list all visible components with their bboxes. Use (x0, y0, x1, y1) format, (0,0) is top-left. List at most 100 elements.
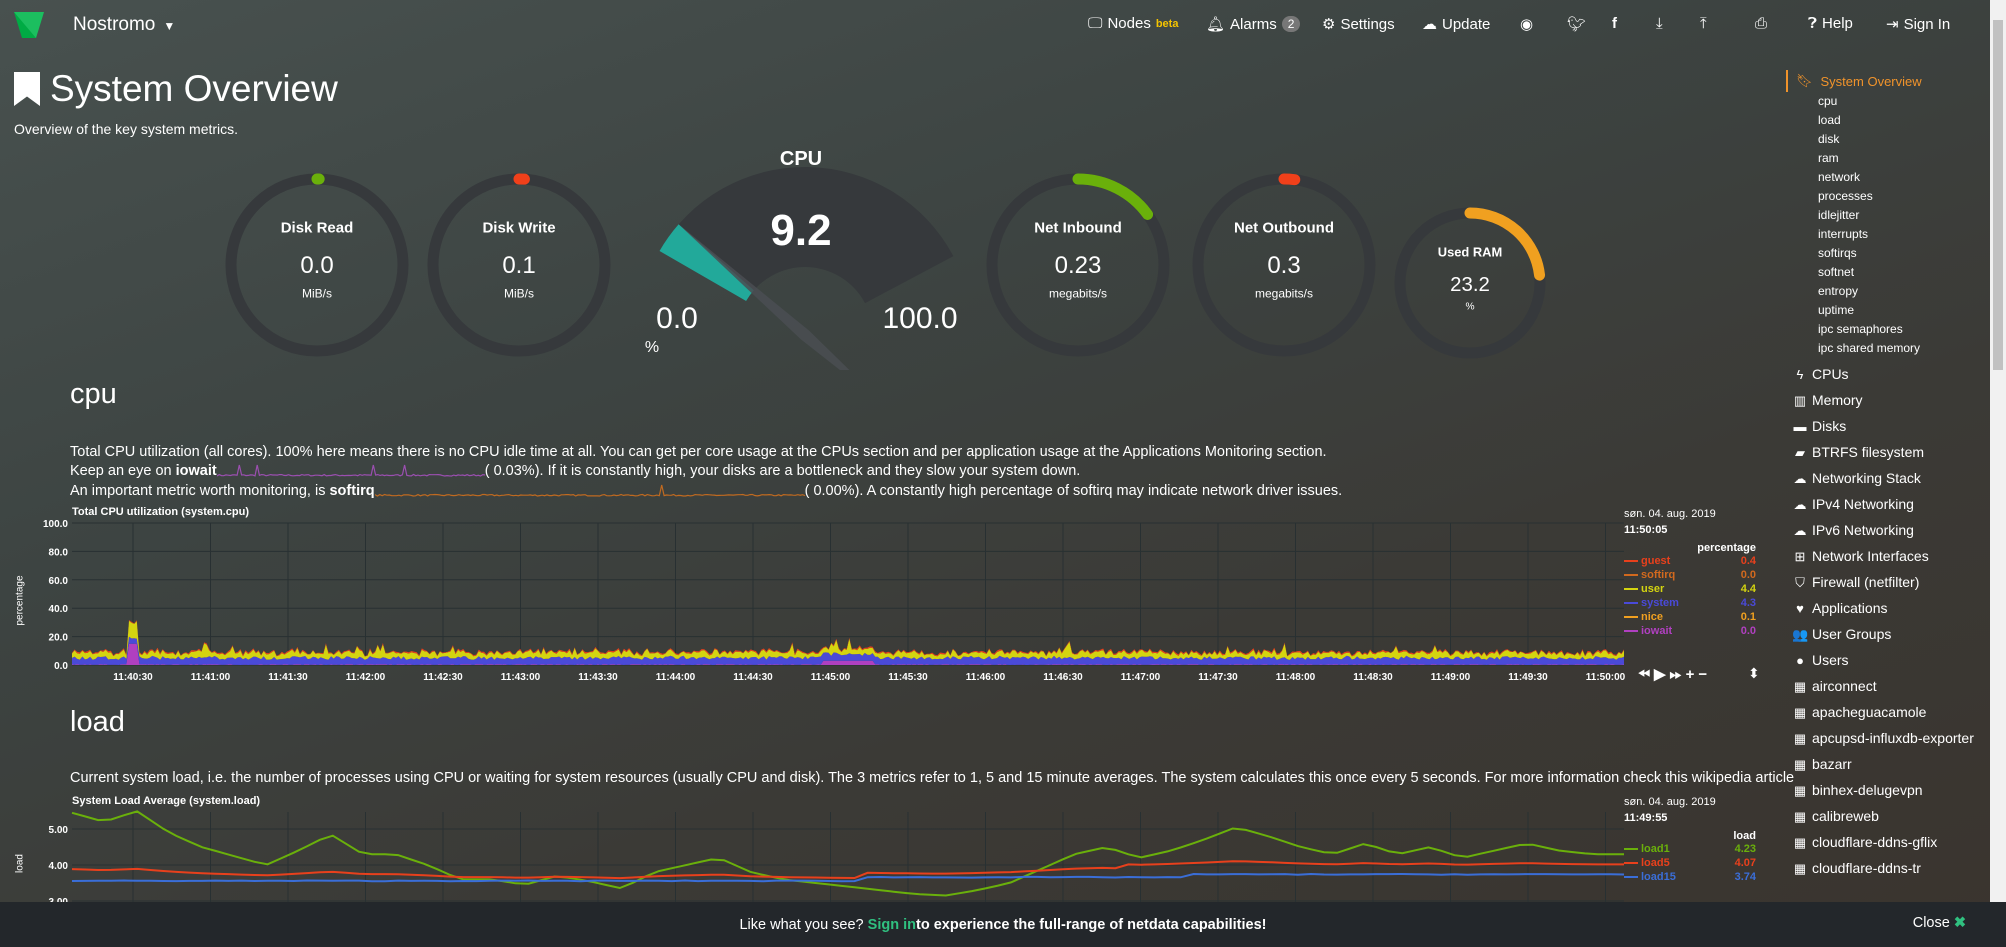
legend-item-iowait[interactable]: iowait 0.0 (1624, 624, 1756, 638)
sidebar-subitem-idlejitter[interactable]: idlejitter (1818, 208, 1860, 222)
sidebar-item-firewall-netfilter-[interactable]: ⛉ Firewall (netfilter) (1788, 570, 1976, 596)
sidebar-item-user-groups[interactable]: 👥 User Groups (1788, 622, 1976, 648)
update-button[interactable]: ☁ Update (1422, 15, 1490, 34)
alarms-button[interactable]: 🔔︎ Alarms 2 (1206, 15, 1301, 33)
load-chart[interactable]: 5.00 4.00 3.00 (0, 805, 1640, 902)
cpu-description: Total CPU utilization (all cores). 100% … (70, 444, 1327, 460)
sidebar-subitem-ram[interactable]: ram (1818, 151, 1839, 165)
scrollbar-thumb[interactable] (1993, 20, 2003, 370)
github-icon[interactable]: ◉ (1520, 16, 1534, 33)
y-tick-label: 40.0 (49, 604, 69, 615)
sidebar-item-binhex-delugevpn[interactable]: ▦ binhex-delugevpn (1788, 778, 1976, 804)
sidebar-item-cloudflare-ddns-gflix[interactable]: ▦ cloudflare-ddns-gflix (1788, 830, 1976, 856)
sidebar-item-system-overview[interactable]: 🔖︎ System Overview (1786, 70, 1976, 92)
sidebar-subitem-uptime[interactable]: uptime (1818, 303, 1855, 317)
area-series-system (72, 636, 1624, 665)
fast-forward-icon[interactable]: ⏩︎ (1669, 666, 1686, 683)
top-navbar: Nostromo ▼ 🖵 Nodes beta 🔔︎ Alarms 2 ⚙ Settings… (0, 0, 1990, 50)
sidebar-item-label: airconnect (1812, 678, 1877, 694)
sidebar-subitem-processes[interactable]: processes (1818, 189, 1873, 203)
sidebar-subitem-cpu[interactable]: cpu (1818, 94, 1838, 108)
sidebar-subitem-network[interactable]: network (1818, 170, 1861, 184)
node-selector[interactable]: Nostromo ▼ (73, 14, 175, 36)
zoom-in-icon[interactable]: + (1685, 666, 1699, 683)
sidebar-subitem-ipc-semaphores[interactable]: ipc semaphores (1818, 322, 1903, 336)
sitemap-icon: ⊞ (1794, 549, 1806, 564)
netdata-logo-icon[interactable] (14, 12, 44, 38)
sidebar-item-cloudflare-ddns-tr[interactable]: ▦ cloudflare-ddns-tr (1788, 856, 1976, 882)
banner-post: to experience the full-range of netdata … (916, 916, 1267, 933)
legend-series-name: user (1641, 583, 1665, 595)
settings-button[interactable]: ⚙ Settings (1322, 15, 1395, 34)
sidebar-subitem-entropy[interactable]: entropy (1818, 284, 1859, 298)
sidebar-item-ipv4-networking[interactable]: ☁ IPv4 Networking (1788, 492, 1976, 518)
sidebar-item-applications[interactable]: ♥ Applications (1788, 596, 1976, 622)
sidebar-item-cpus[interactable]: ϟ CPUs (1788, 362, 1976, 388)
sidebar-item-bazarr[interactable]: ▦ bazarr (1788, 752, 1976, 778)
legend-item-load1[interactable]: load1 4.23 (1624, 842, 1756, 856)
resize-handle-icon[interactable]: ⬍ (1748, 665, 1760, 681)
close-label: Close (1912, 915, 1950, 931)
x-tick-label: 11:41:30 (268, 672, 308, 683)
sidebar-item-disks[interactable]: ▬ Disks (1788, 414, 1976, 440)
banner-signin-link[interactable]: Sign in (867, 916, 916, 933)
sidebar-subitem-softnet[interactable]: softnet (1818, 265, 1855, 279)
sidebar-item-networking-stack[interactable]: ☁ Networking Stack (1788, 466, 1976, 492)
facebook-icon[interactable]: f (1612, 15, 1617, 32)
help-button[interactable]: ❓︎ Help (1808, 15, 1853, 32)
page-scrollbar[interactable] (1990, 0, 2006, 902)
upload-icon[interactable]: ⤒ (1700, 15, 1707, 32)
sidebar-item-label: Memory (1812, 392, 1863, 408)
rewind-icon[interactable]: ⏪︎ (1638, 666, 1655, 683)
sidebar-item-users[interactable]: ● Users (1788, 648, 1976, 674)
sidebar-subitem-interrupts[interactable]: interrupts (1818, 227, 1869, 241)
legend-time: 11:50:05 (1624, 524, 1668, 536)
download-icon[interactable]: ⤓ (1656, 15, 1663, 32)
sidebar-subitem-load[interactable]: load (1818, 113, 1841, 127)
cpu-chart-legend: søn. 04. aug. 2019 11:50:05 percentage g… (1624, 508, 1756, 638)
play-icon[interactable]: ▶ (1654, 666, 1670, 683)
banner-close-button[interactable]: Close ✖ (1913, 915, 1966, 931)
softirq-pre: An important metric worth monitoring, is (70, 483, 330, 499)
sidebar-subitem-disk[interactable]: disk (1818, 132, 1840, 146)
gauge-fill (1278, 173, 1301, 186)
sidebar-nav: 🔖︎ System Overview cpu load disk ram network p… (1786, 70, 1976, 882)
sidebar-active-label: System Overview (1820, 73, 1922, 89)
print-icon[interactable]: ⎙ (1755, 15, 1768, 32)
sidebar-item-memory[interactable]: ▥ Memory (1788, 388, 1976, 414)
sidebar-subitem-ipc-shared-memory[interactable]: ipc shared memory (1818, 341, 1921, 355)
zoom-out-icon[interactable]: − (1698, 666, 1712, 683)
sidebar-subitem-softirqs[interactable]: softirqs (1818, 246, 1857, 260)
legend-item-system[interactable]: system 4.3 (1624, 596, 1756, 610)
nodes-button[interactable]: 🖵 Nodes beta (1088, 15, 1178, 32)
sidebar-item-apcupsd-influxdb-exporter[interactable]: ▦ apcupsd-influxdb-exporter (1788, 726, 1976, 752)
cpu-section-heading: cpu (70, 378, 117, 410)
sign-in-button[interactable]: ⇥ Sign In (1886, 15, 1950, 34)
softirq-label: softirq (329, 483, 375, 499)
page-subtitle: Overview of the key system metrics. (14, 121, 239, 137)
legend-item-user[interactable]: user 4.4 (1624, 582, 1756, 596)
twitter-icon[interactable]: 🐦︎ (1567, 16, 1587, 33)
legend-item-load5[interactable]: load5 4.07 (1624, 856, 1756, 870)
sidebar-item-calibreweb[interactable]: ▦ calibreweb (1788, 804, 1976, 830)
iowait-label: iowait (175, 463, 217, 479)
cpu-chart[interactable]: 100.0 80.0 60.0 40.0 20.0 0.0 11:40:30 11:41:00… (0, 515, 1640, 695)
legend-series-value: 0.1 (1740, 611, 1756, 623)
sidebar-item-apacheguacamole[interactable]: ▦ apacheguacamole (1788, 700, 1976, 726)
sidebar-item-airconnect[interactable]: ▦ airconnect (1788, 674, 1976, 700)
sidebar-item-ipv6-networking[interactable]: ☁ IPv6 Networking (1788, 518, 1976, 544)
brand-name: Nostromo (73, 14, 156, 35)
gauge-value: 0.0 (300, 252, 333, 279)
load-chart-legend: søn. 04. aug. 2019 11:49:55 load load1 4.… (1624, 796, 1756, 884)
gauge-value: 0.1 (502, 252, 535, 279)
legend-item-guest[interactable]: guest 0.4 (1624, 554, 1756, 568)
legend-item-softirq[interactable]: softirq 0.0 (1624, 568, 1756, 582)
gauge-net-out: Net Outbound 0.3 megabits/s (1192, 173, 1376, 357)
legend-item-load15[interactable]: load15 3.74 (1624, 870, 1756, 884)
sidebar-item-label: Disks (1812, 418, 1847, 434)
sidebar-item-network-interfaces[interactable]: ⊞ Network Interfaces (1788, 544, 1976, 570)
legend-item-nice[interactable]: nice 0.1 (1624, 610, 1756, 624)
sidebar-item-label: User Groups (1812, 626, 1892, 642)
sidebar-item-btrfs-filesystem[interactable]: ▰ BTRFS filesystem (1788, 440, 1976, 466)
legend-series-name: system (1641, 597, 1679, 609)
